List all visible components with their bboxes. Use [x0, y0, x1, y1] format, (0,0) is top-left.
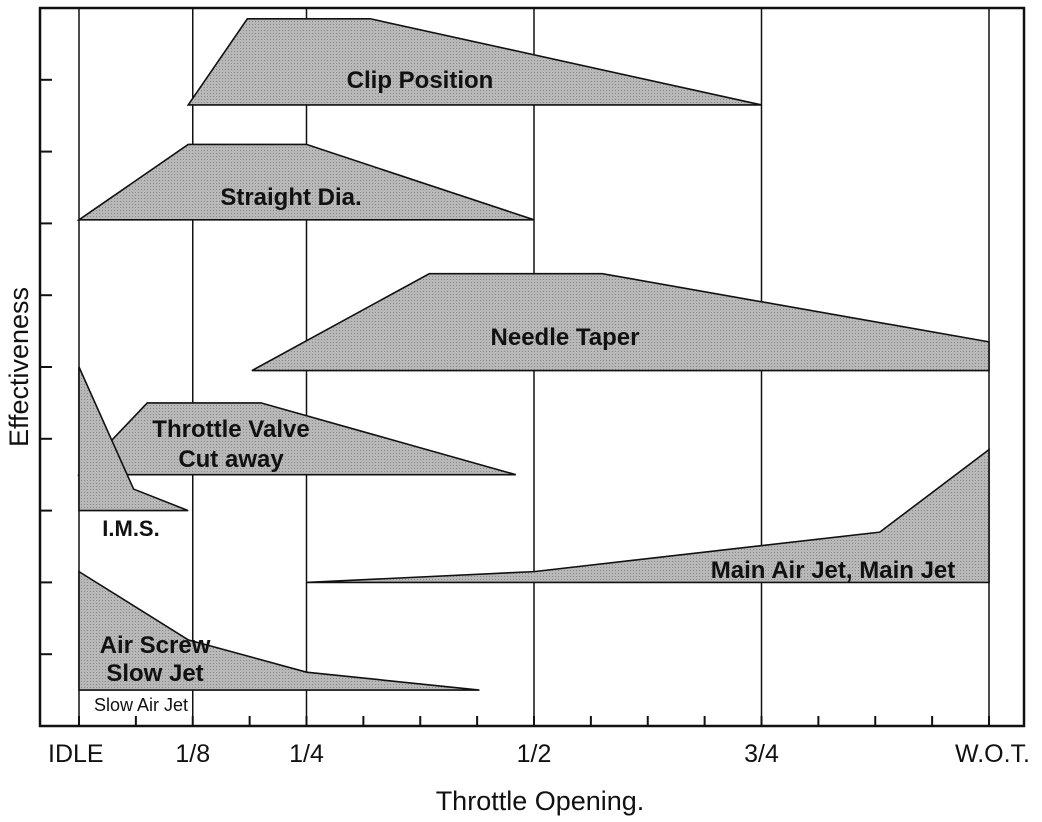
effectiveness-bands: Clip Position Straight Dia. Needle Taper Th… [76, 17, 990, 691]
x-tick-labels: IDLE 1/8 1/4 1/2 3/4 W.O.T. [48, 740, 1030, 768]
x-tick-label-5: W.O.T. [955, 740, 1030, 768]
band-label-straight-dia-0: Straight Dia. [220, 184, 361, 211]
x-tick-label-3: 1/2 [517, 740, 552, 768]
band-label-air-screw-slow-jet-0: Air Screw [100, 632, 211, 659]
band-label-i-m-s-0: I.M.S. [102, 516, 159, 541]
band-label-throttle-valve-cut-away-1: Cut away [178, 446, 284, 473]
y-axis-title: Effectiveness [4, 287, 34, 447]
x-tick-label-0: IDLE [48, 740, 104, 768]
x-axis-title: Throttle Opening. [436, 786, 645, 816]
band-air-screw-slow-jet [78, 570, 480, 691]
y-axis-ticks [40, 78, 52, 656]
band-label-air-screw-slow-jet-1: Slow Jet [106, 660, 203, 687]
band-straight-dia [76, 143, 535, 221]
slow-air-jet-label: Slow Air Jet [94, 695, 188, 715]
x-axis-minor-ticks [78, 716, 990, 726]
band-main-air-jet-main-jet [306, 447, 990, 584]
band-throttle-valve-cut-away [77, 402, 517, 476]
band-label-needle-taper-0: Needle Taper [491, 324, 640, 351]
band-needle-taper [251, 272, 990, 372]
band-label-throttle-valve-cut-away-0: Throttle Valve [152, 416, 309, 443]
band-i-m-s [78, 366, 189, 512]
band-label-main-air-jet-main-jet-0: Main Air Jet, Main Jet [711, 557, 956, 584]
x-tick-label-4: 3/4 [744, 740, 779, 768]
x-tick-label-2: 1/4 [289, 740, 324, 768]
band-label-clip-position-0: Clip Position [347, 67, 494, 94]
band-clip-position [186, 17, 762, 106]
x-tick-label-1: 1/8 [175, 740, 210, 768]
